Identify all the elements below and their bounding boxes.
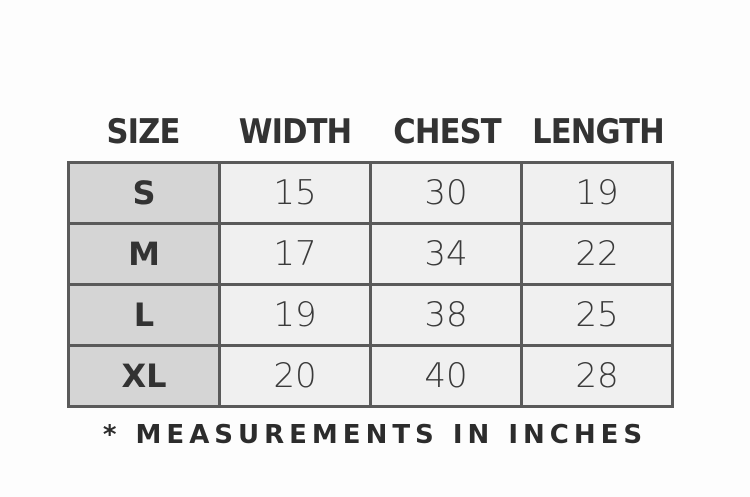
table-row: L 19 38 25 bbox=[67, 283, 674, 347]
value-cell: 40 bbox=[369, 344, 523, 408]
size-table: S 15 30 19 M 17 34 22 L 19 38 25 XL 20 40 28 bbox=[67, 161, 674, 408]
value-cell: 19 bbox=[520, 161, 674, 225]
footnote: * MEASUREMENTS IN INCHES bbox=[102, 420, 648, 450]
column-header: LENGTH bbox=[532, 112, 665, 152]
value-cell: 15 bbox=[218, 161, 372, 225]
value-cell: 17 bbox=[218, 222, 372, 286]
size-cell: M bbox=[67, 222, 221, 286]
value-cell: 22 bbox=[520, 222, 674, 286]
column-header: WIDTH bbox=[238, 112, 352, 152]
value-cell: 38 bbox=[369, 283, 523, 347]
table-row: M 17 34 22 bbox=[67, 222, 674, 286]
value-cell: 28 bbox=[520, 344, 674, 408]
table-row: XL 20 40 28 bbox=[67, 344, 674, 408]
column-header: CHEST bbox=[393, 112, 501, 152]
size-cell: S bbox=[67, 161, 221, 225]
value-cell: 19 bbox=[218, 283, 372, 347]
size-cell: L bbox=[67, 283, 221, 347]
value-cell: 34 bbox=[369, 222, 523, 286]
table-row: S 15 30 19 bbox=[67, 161, 674, 225]
column-header: SIZE bbox=[106, 112, 181, 152]
value-cell: 20 bbox=[218, 344, 372, 408]
value-cell: 30 bbox=[369, 161, 523, 225]
table-body: S 15 30 19 M 17 34 22 L 19 38 25 XL 20 40 28 bbox=[67, 161, 674, 408]
value-cell: 25 bbox=[520, 283, 674, 347]
size-cell: XL bbox=[67, 344, 221, 408]
